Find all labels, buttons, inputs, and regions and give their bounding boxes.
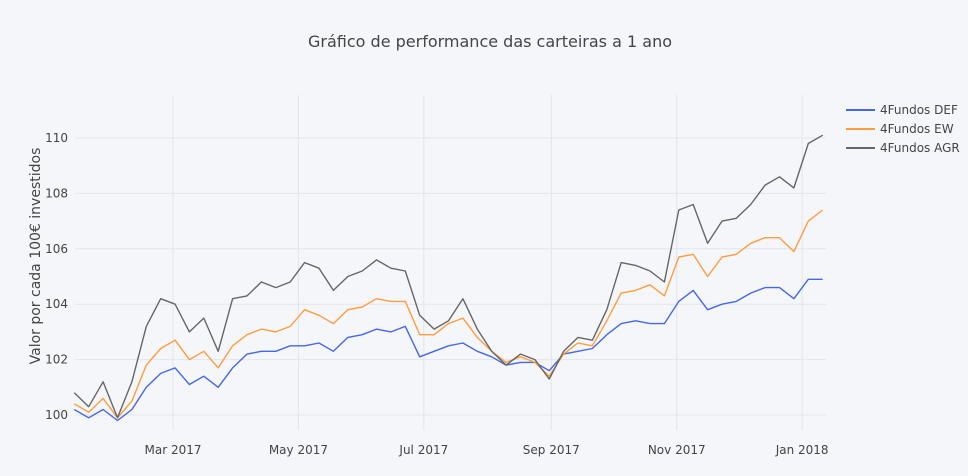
series-line-4fundos-def[interactable] xyxy=(73,278,823,422)
y-tick-label: 106 xyxy=(45,242,68,256)
x-tick-label: Mar 2017 xyxy=(145,443,202,457)
y-tick-label: 104 xyxy=(45,297,68,311)
legend-item[interactable]: 4Fundos EW xyxy=(846,122,954,136)
y-tick-labels: 100 102 104 106 108 110 xyxy=(45,131,68,422)
grid xyxy=(75,95,826,430)
y-tick-label: 110 xyxy=(45,131,68,145)
legend-item[interactable]: 4Fundos AGR xyxy=(846,141,960,155)
x-tick-label: May 2017 xyxy=(269,443,328,457)
legend-label: 4Fundos DEF xyxy=(880,103,958,117)
chart-title: Gráfico de performance das carteiras a 1… xyxy=(308,32,672,51)
x-tick-label: Sep 2017 xyxy=(523,443,580,457)
x-tick-label: Jul 2017 xyxy=(398,443,448,457)
y-tick-label: 102 xyxy=(45,353,68,367)
legend-item[interactable]: 4Fundos DEF xyxy=(846,103,958,117)
y-axis-title: Valor por cada 100€ investidos xyxy=(28,148,44,365)
x-tick-label: Nov 2017 xyxy=(648,443,706,457)
legend[interactable]: 4Fundos DEF 4Fundos EW 4Fundos AGR xyxy=(846,103,960,155)
legend-label: 4Fundos EW xyxy=(880,122,954,136)
series-line-4fundos-ew[interactable] xyxy=(73,209,824,419)
x-tick-label: Jan 2018 xyxy=(775,443,829,457)
series-line-4fundos-agr[interactable] xyxy=(73,134,824,419)
series-lines xyxy=(73,134,824,422)
y-tick-label: 100 xyxy=(45,408,68,422)
legend-label: 4Fundos AGR xyxy=(880,141,960,155)
x-tick-labels: Mar 2017 May 2017 Jul 2017 Sep 2017 Nov 2017… xyxy=(145,443,829,457)
y-tick-label: 108 xyxy=(45,186,68,200)
